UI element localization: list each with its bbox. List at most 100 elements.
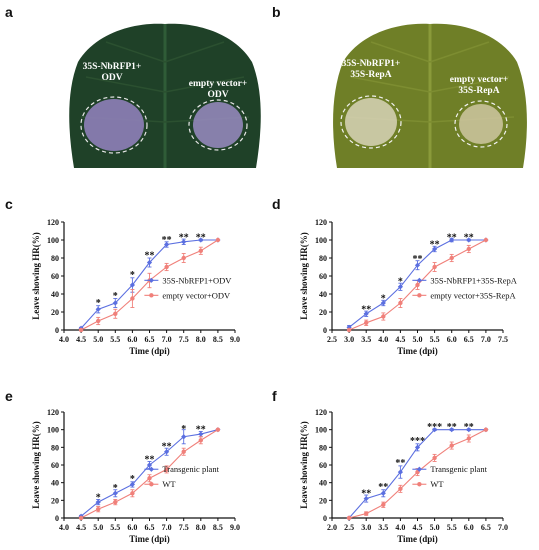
y-axis-label: Leave showing HR(%) [299,421,309,509]
y-tick-label: 20 [319,308,327,317]
data-point [466,246,471,252]
series-control [78,427,221,521]
legend-item: Transgenic plant [412,464,488,474]
significance-label: ** [447,422,457,433]
chart-f: 2.0 2.5 3.0 3.5 4.0 4.5 5.0 5.5 6.0 6.5 7.0 0 20 40 60… [268,400,533,548]
significance-label: ** [162,441,172,452]
x-tick-label: 4.0 [395,523,405,532]
y-tick-label: 60 [319,272,327,281]
legend-marker [417,293,422,298]
photo-a-label-left-line1: 35S-NbRFP1+ [83,62,142,72]
chart-e: 4.0 4.5 5.0 5.5 6.0 6.5 7.0 7.5 8.0 8.5 9.0 0 20 40 60… [0,400,265,548]
x-tick-label: 2.0 [327,523,337,532]
data-point [483,237,489,243]
data-point [449,443,454,448]
x-tick-label: 3.5 [361,335,371,344]
data-point [147,476,152,481]
x-tick-label: 3.5 [378,523,388,532]
data-point [112,300,118,306]
y-tick-label: 80 [51,443,59,452]
x-tick-label: 8.5 [213,523,223,532]
y-tick-label: 60 [51,461,59,470]
y-tick-label: 100 [315,236,327,245]
significance-label: ** [430,240,440,251]
y-tick-label: 0 [55,514,59,523]
x-tick-label: 7.0 [498,523,508,532]
data-point [198,248,203,253]
significance-label: ** [196,232,206,243]
significance-label: ** [196,425,206,436]
data-point [215,237,221,243]
x-tick-label: 4.0 [59,523,69,532]
significance-label: * [398,276,403,287]
data-point [380,490,386,496]
significance-label: ** [378,482,388,493]
legend-label: Transgenic plant [430,464,487,474]
significance-label: ** [162,235,172,246]
data-point [129,282,135,288]
x-axis-label: Time (dpi) [397,534,438,544]
y-tick-label: 40 [51,290,59,299]
legend-label: Transgenic plant [162,464,219,474]
leaf-photo-b: 35S-NbRFP1+ 35S-RepA empty vector+ 35S-R… [331,22,529,168]
legend-item: WT [144,479,176,489]
x-tick-label: 2.5 [327,335,337,344]
chart-c: 4.0 4.5 5.0 5.5 6.0 6.5 7.0 7.5 8.0 8.5 9.0 0 20 40 60… [0,210,265,360]
x-tick-label: 7.5 [179,335,189,344]
panel-letter-c: c [5,196,13,212]
chart-e-svg: 4.0 4.5 5.0 5.5 6.0 6.5 7.0 7.5 8.0 8.5 9.0 0 20 40 60… [31,408,240,544]
legend-item: empty vector+ODV [144,290,231,300]
data-point [96,506,101,512]
x-tick-label: 5.0 [430,523,440,532]
y-axis-label: Leave showing HR(%) [31,232,41,320]
panel-letter-e: e [5,388,13,404]
data-point [346,515,352,521]
y-tick-label: 0 [323,514,327,523]
y-tick-label: 60 [51,272,59,281]
chart-d: 2.5 3.0 3.5 4.0 4.5 5.0 5.5 6.0 6.5 7.0 7.5 0 20 40 60… [268,210,533,360]
significance-label: * [381,294,386,305]
x-tick-label: 5.5 [430,335,440,344]
data-point [466,436,471,441]
x-tick-label: 6.5 [481,523,491,532]
x-tick-label: 3.0 [361,523,371,532]
photo-b-label-right-line1: empty vector+ [450,75,508,85]
y-tick-label: 40 [319,290,327,299]
data-point [164,467,169,472]
x-tick-label: 4.0 [59,335,69,344]
y-axis-label: Leave showing HR(%) [299,232,309,320]
x-tick-label: 6.5 [145,523,155,532]
data-point [130,491,135,496]
data-point [346,327,352,333]
leaf-photo-a: 35S-NbRFP1+ ODV empty vector+ ODV [66,22,264,168]
significance-label: ** [179,232,189,243]
significance-label: * [113,291,118,302]
significance-label: * [96,298,101,309]
x-tick-label: 6.0 [127,335,137,344]
data-point [466,237,472,243]
data-point [164,264,169,270]
x-tick-label: 6.0 [127,523,137,532]
legend-item: Transgenic plant [144,464,220,474]
x-tick-label: 7.0 [162,335,172,344]
significance-label: ** [447,232,457,243]
legend-label: WT [430,479,444,489]
photo-a-label-left-line2: ODV [101,73,122,83]
data-point [449,255,454,261]
data-point [181,434,187,440]
data-point [381,314,386,319]
significance-label: * [130,270,135,281]
y-tick-label: 40 [319,479,327,488]
data-point [78,327,84,333]
x-tick-label: 5.0 [93,335,103,344]
photo-b-label-left-line2: 35S-RepA [350,70,391,80]
y-tick-label: 0 [55,326,59,335]
x-axis-label: Time (dpi) [129,534,170,544]
photo-a-label-right-line2: ODV [207,90,228,100]
data-point [432,455,437,461]
y-tick-label: 80 [319,254,327,263]
x-tick-label: 5.5 [110,335,120,344]
y-tick-label: 20 [319,496,327,505]
data-point [181,239,187,245]
legend-marker [149,293,154,298]
